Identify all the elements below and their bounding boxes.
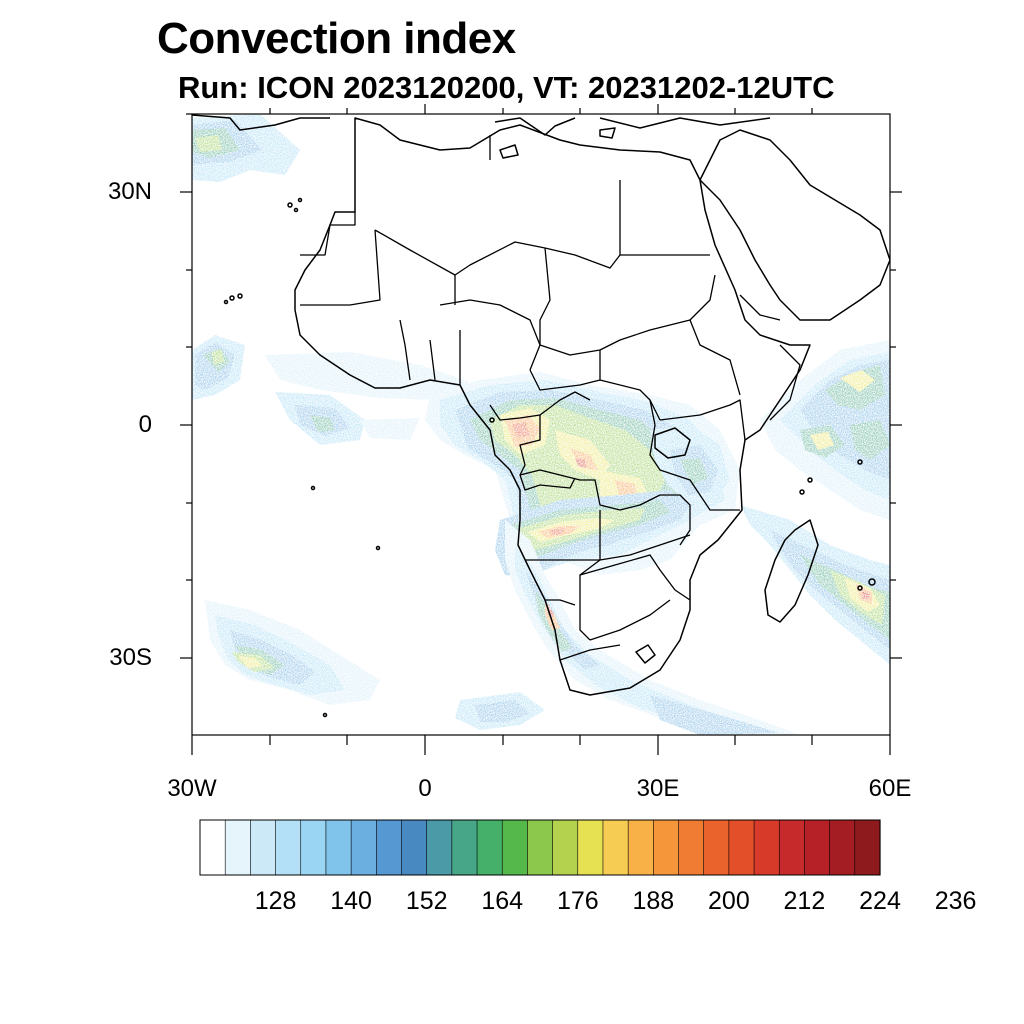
map-outlines (192, 114, 890, 718)
colorbar-swatch (476, 819, 503, 876)
colorbar-tick-label: 188 (632, 887, 675, 915)
colorbar-tick-label: 140 (330, 887, 372, 915)
colorbar-swatch (426, 819, 453, 876)
colorbar-tick-label: 224 (859, 887, 901, 915)
colorbar-swatch (678, 819, 705, 876)
country-borders (300, 135, 801, 661)
colorbar-swatch (375, 819, 403, 876)
colorbar-swatch (527, 819, 554, 876)
colorbar-swatch (627, 819, 654, 876)
map-subtitle: Run: ICON 2023120200, VT: 20231202-12UTC (178, 70, 835, 105)
axis-ticks (180, 104, 902, 755)
field-namibia-coast (505, 520, 800, 735)
colorbar-swatch (753, 819, 780, 876)
lon-label-60e: 60E (868, 775, 912, 802)
lat-label-30s: 30S (109, 644, 152, 671)
colorbar-swatch (602, 819, 629, 876)
colorbar-swatch (199, 819, 226, 876)
colorbar-swatch (275, 819, 302, 876)
lon-label-30e: 30E (636, 775, 680, 802)
colorbar-tick-label: 200 (708, 887, 750, 915)
colorbar (199, 819, 881, 876)
lon-label-30w: 30W (167, 775, 217, 802)
europe-coastline (192, 114, 330, 131)
field-north-atlantic (192, 114, 300, 182)
colorbar-swatch (778, 819, 806, 876)
colorbar-swatch (703, 819, 730, 876)
colorbar-swatch (804, 819, 831, 876)
field-tropical-atlantic (192, 335, 470, 445)
colorbar-swatch (552, 819, 579, 876)
field-indian-ocean-south (740, 505, 890, 665)
colorbar-swatch (300, 819, 327, 876)
field-indian-ocean-north (760, 340, 890, 520)
colorbar-tick-label: 236 (934, 887, 977, 915)
colorbar-frame (199, 819, 881, 876)
colorbar-swatch (401, 819, 428, 876)
islands (223, 197, 876, 718)
colorbar-swatch (854, 819, 881, 876)
madagascar-coastline (764, 519, 819, 623)
colorbar-tick-label: 164 (481, 887, 524, 915)
colorbar-swatch (325, 819, 352, 876)
colorbar-swatch (451, 819, 478, 876)
lake-victoria (654, 427, 691, 459)
colorbar-tick-label: 176 (556, 887, 599, 915)
africa-coastline (294, 117, 811, 696)
colorbar-swatch (728, 819, 755, 876)
map-title: Convection index (157, 14, 516, 63)
field-south-atlantic (205, 600, 545, 730)
colorbar-tick-label: 128 (254, 887, 297, 915)
colorbar-swatch (224, 819, 251, 876)
colorbar-tick-label: 212 (783, 887, 826, 915)
convection-field (192, 114, 890, 735)
colorbar-swatch (501, 819, 529, 876)
colorbar-swatch (577, 819, 604, 876)
colorbar-swatch (653, 819, 680, 876)
colorbar-tick-label: 152 (405, 887, 448, 915)
arabia-coastline (699, 129, 890, 321)
colorbar-swatch (829, 819, 856, 876)
field-angola-zambia (495, 490, 690, 580)
colorbar-swatch (250, 819, 277, 876)
lat-label-0: 0 (138, 411, 152, 438)
lon-label-0: 0 (418, 775, 432, 802)
lat-label-30n: 30N (107, 178, 152, 205)
colorbar-swatch (350, 819, 377, 876)
